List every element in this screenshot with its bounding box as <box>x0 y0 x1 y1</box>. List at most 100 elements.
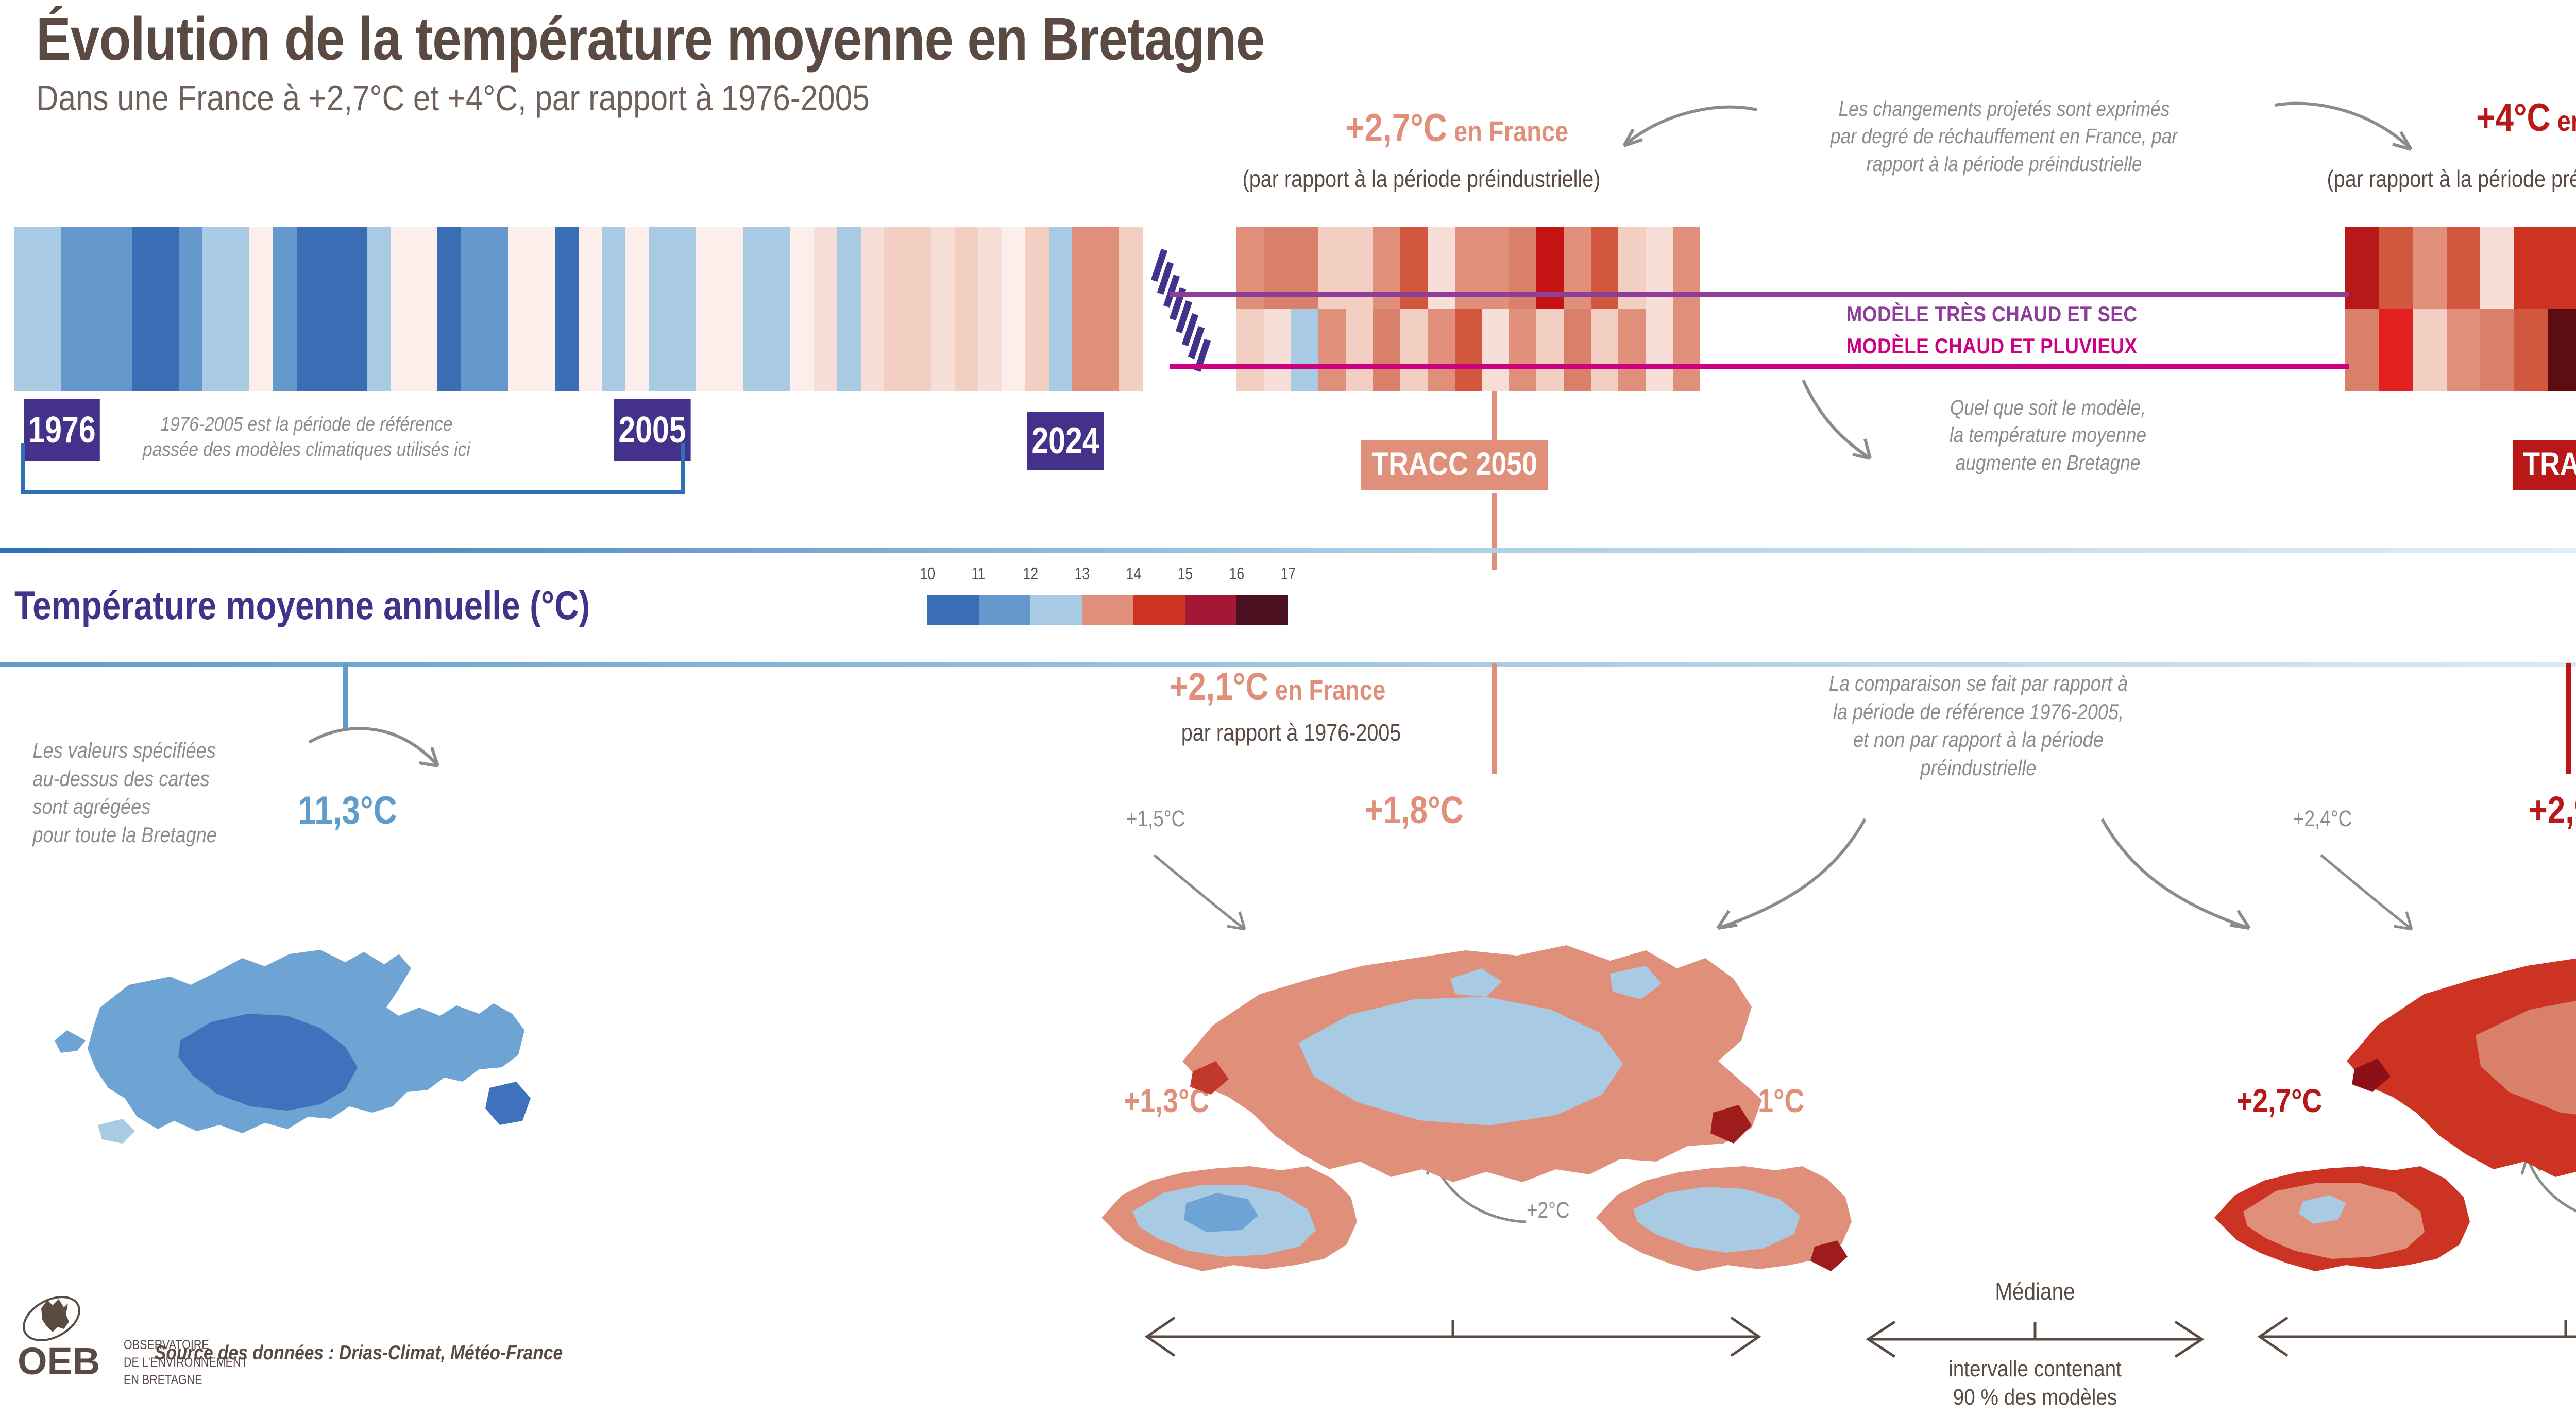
stripe <box>1345 309 1373 391</box>
stripe <box>61 227 85 391</box>
stripe <box>202 227 226 391</box>
tracc2100-map-low-label: +2,4°C <box>2293 806 2352 831</box>
note-degre-arrow-right <box>2275 101 2413 151</box>
legend-swatch <box>1236 595 1288 625</box>
legend-swatch <box>979 595 1030 625</box>
warming-stripes-2050-hot-wet <box>1236 309 1700 391</box>
legend-tick: 13 <box>1074 564 1090 583</box>
tracc2050-france-value: +2,1°C <box>1169 665 1269 708</box>
note-modele-arrow <box>1802 379 1872 460</box>
stripe <box>2548 227 2576 309</box>
past-aggregate-value: 11,3°C <box>298 789 397 832</box>
stripe <box>1095 227 1120 391</box>
map-bretagne-2050-low <box>1101 1166 1357 1271</box>
stripe <box>1673 309 1700 391</box>
stripe <box>2514 227 2548 309</box>
page-title: Évolution de la température moyenne en B… <box>36 5 1265 73</box>
france-2050-subtitle: (par rapport à la période préindustriell… <box>1242 165 1601 192</box>
stripe <box>84 227 109 391</box>
stripe <box>391 227 414 391</box>
legend-tick: 12 <box>1023 564 1039 583</box>
reference-period-bracket <box>21 443 685 494</box>
past-panel-arrow <box>308 727 439 767</box>
legend-swatch <box>1082 595 1133 625</box>
model-hot-dry-label: MODÈLE TRÈS CHAUD ET SEC <box>1846 302 2138 326</box>
stripe <box>38 227 62 391</box>
source-text: Source des données : Drias-Climat, Météo… <box>155 1342 563 1364</box>
comparison-arrow-right <box>2100 818 2251 930</box>
stripe <box>672 227 697 391</box>
legend-tick: 17 <box>1280 564 1296 583</box>
stripe <box>1291 309 1318 391</box>
stripe <box>602 227 626 391</box>
past-panel-connector <box>343 663 348 728</box>
stripe <box>320 227 344 391</box>
legend-tick: 16 <box>1229 564 1245 583</box>
tracc2100-low-pointer <box>2320 854 2413 931</box>
tracc2100-panel-connector <box>2566 663 2571 774</box>
stripe <box>1646 309 1673 391</box>
map-bretagne-2050-median <box>1182 945 1762 1182</box>
stripe <box>649 227 673 391</box>
stripe <box>2514 309 2548 391</box>
stripe <box>2446 309 2481 391</box>
map-bretagne-2050-high <box>1596 1166 1852 1271</box>
stripe <box>2379 227 2413 309</box>
legend-swatch <box>1133 595 1185 625</box>
stripe <box>767 227 790 391</box>
svg-text:OEB: OEB <box>18 1340 100 1383</box>
model-hot-wet-label: MODÈLE CHAUD ET PLUVIEUX <box>1846 334 2138 358</box>
stripe <box>531 227 555 391</box>
stripe <box>1048 227 1073 391</box>
median-legend-top: Médiane <box>1995 1278 2075 1305</box>
france-2050-value: +2,7°C <box>1345 106 1447 150</box>
legend-tick: 10 <box>920 564 936 583</box>
model-hot-dry-line <box>1170 292 2349 297</box>
stripe <box>931 227 955 391</box>
tracc2050-map-high-label: +2°C <box>1526 1198 1570 1223</box>
stripe <box>625 227 649 391</box>
separator-bottom <box>0 662 2576 667</box>
stripe <box>884 227 908 391</box>
oeb-logo-subtitle: OBSERVATOIRE DE L'ENVIRONNEMENT EN BRETA… <box>124 1338 248 1387</box>
stripe <box>955 227 978 391</box>
stripe <box>790 227 814 391</box>
tracc2050-panel-connector <box>1492 663 1497 774</box>
stripe <box>2379 309 2413 391</box>
stripe <box>367 227 391 391</box>
legend-tick: 11 <box>971 564 986 583</box>
stripe <box>273 227 297 391</box>
stripe <box>696 227 720 391</box>
year-chip-2024: 2024 <box>1027 412 1104 470</box>
tracc2100-interval-arrow <box>2257 1316 2576 1357</box>
map-bretagne-2100-low <box>2214 1166 2470 1271</box>
stripe <box>719 227 743 391</box>
tracc2050-interval-arrow <box>1144 1316 1761 1357</box>
stripe <box>1072 227 1096 391</box>
tracc-2050-label: TRACC 2050 <box>1361 440 1548 490</box>
stripe <box>14 227 38 391</box>
model-hot-wet-line <box>1170 364 2349 369</box>
france-2050-suffix: en France <box>1447 115 1569 147</box>
warming-stripes-observed <box>14 227 1143 391</box>
note-degre-rechauffement: Les changements projetés sont exprimés p… <box>1830 97 2178 176</box>
france-2100-suffix: en France <box>2557 105 2576 137</box>
oeb-logo: OEB <box>18 1296 100 1383</box>
year-chip-1976: 1976 <box>24 399 100 461</box>
stripe <box>978 227 1002 391</box>
stripe <box>1564 309 1591 391</box>
stripe <box>1400 309 1428 391</box>
tracc2100-median-value: +2,9°C <box>2529 789 2576 831</box>
map-bretagne-past <box>55 950 531 1144</box>
stripe <box>2345 227 2379 309</box>
france-2100-subtitle: (par rapport à la période préindustriell… <box>2327 165 2576 192</box>
stripe <box>508 227 532 391</box>
tracc-2100-label: TRACC 2100 <box>2512 440 2576 490</box>
stripe <box>249 227 273 391</box>
legend-colorbar <box>927 595 1288 625</box>
stripe <box>1372 309 1400 391</box>
tracc-2050-stem-bottom <box>1492 493 1497 570</box>
stripe <box>2446 227 2481 309</box>
year-chip-2005: 2005 <box>614 399 691 461</box>
tracc2050-france-subtitle: par rapport à 1976-2005 <box>1181 719 1401 746</box>
